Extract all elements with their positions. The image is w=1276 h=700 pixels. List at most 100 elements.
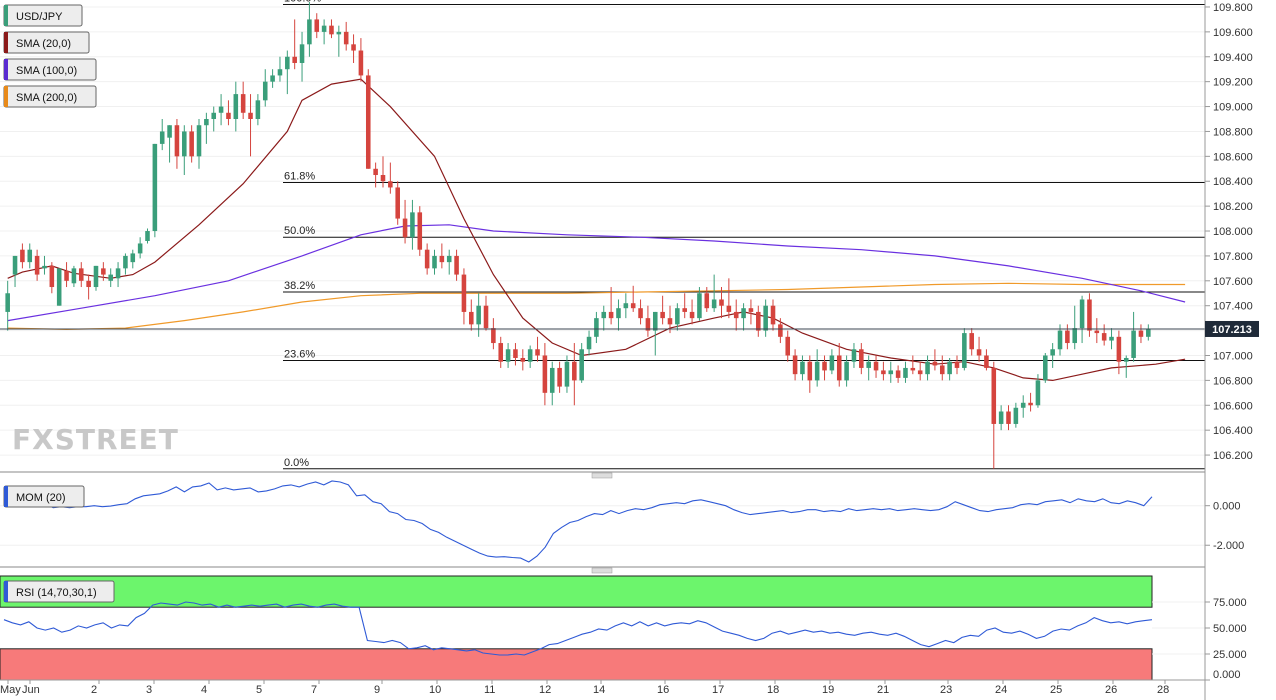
fibonacci-label: 0.0% [284, 457, 309, 469]
candle-body [822, 361, 827, 371]
candle-body [1028, 402, 1033, 406]
candle-body [601, 311, 607, 319]
price-tick-label: 107.800 [1213, 251, 1253, 263]
watermark-logo: FXSTREET [12, 423, 179, 456]
candle-body [756, 311, 761, 331]
candle-body [1123, 357, 1129, 362]
candle-body [395, 187, 400, 219]
date-tick-label: 28 [1157, 684, 1169, 696]
candle-body [564, 361, 570, 387]
price-tick-label: 108.200 [1213, 201, 1253, 213]
candle-body [417, 212, 423, 250]
candle-body [513, 349, 518, 358]
resize-handle-2[interactable] [591, 567, 613, 574]
mom-tick-label: 0.000 [1213, 501, 1241, 513]
candle-body [439, 255, 445, 263]
candle-body [380, 175, 386, 182]
candle-body [226, 112, 231, 119]
candle-body [34, 255, 40, 275]
price-tick-label: 109.000 [1213, 102, 1253, 114]
candle-body [652, 311, 658, 331]
candle-body [1079, 299, 1085, 329]
mom-indicator-tag[interactable]: MOM (20) [3, 485, 85, 508]
candle-body [800, 361, 805, 375]
rsi-tick-label: 75.000 [1213, 597, 1247, 609]
candle-body [770, 305, 776, 325]
candle-body [233, 94, 239, 119]
candle-body [101, 268, 106, 275]
date-tick-label: 23 [940, 684, 952, 696]
candle-body [255, 100, 261, 119]
candle-body [1094, 330, 1100, 334]
legend-sma200-tag[interactable]: SMA (200,0) [3, 85, 97, 108]
candle-body [888, 370, 894, 375]
mom-gridlines [0, 505, 1205, 546]
candle-body [1006, 411, 1011, 424]
price-tick-label: 106.400 [1213, 425, 1253, 437]
candle-body [1043, 355, 1048, 381]
sma100-swatch [4, 59, 8, 80]
candle-body [535, 349, 540, 356]
date-tick-label: 7 [311, 684, 317, 696]
fibonacci-label: 50.0% [284, 225, 315, 237]
candle-body [270, 75, 275, 82]
candle-body [991, 367, 997, 424]
fibonacci-label: 61.8% [284, 170, 315, 182]
price-tick-label: 109.800 [1213, 2, 1253, 14]
candle-body [204, 119, 209, 126]
legend-symbol-tag[interactable]: USD/JPY [3, 4, 83, 27]
candle-body [917, 370, 923, 375]
candle-body [667, 318, 673, 325]
sma20-swatch [4, 32, 8, 53]
candle-body [196, 125, 202, 157]
candle-body [424, 249, 430, 269]
legend-symbol: USD/JPY [16, 11, 63, 23]
legend-sma100: SMA (100,0) [16, 65, 77, 77]
price-tick-label: 107.000 [1213, 350, 1253, 362]
fibonacci-levels: 100.0% 61.8% 50.0% 38.2% 23.6% 0.0% [283, 0, 1205, 470]
candle-body [1138, 330, 1144, 337]
legend-sma100-tag[interactable]: SMA (100,0) [3, 58, 97, 81]
candle-body [594, 318, 599, 337]
candle-body [1057, 330, 1063, 350]
candle-body [925, 361, 930, 375]
candle-body [704, 293, 710, 309]
candle-body [630, 303, 636, 309]
candle-body [240, 94, 246, 113]
date-axis: May Jun 2 3 4 5 7 9 10 11 12 14 16 17 18 19 21 23 24 25 26 28 [0, 680, 1169, 696]
resize-handle-1[interactable] [591, 472, 613, 479]
candle-body [505, 349, 511, 362]
candle-body [20, 249, 25, 263]
candle-body [947, 361, 952, 375]
candle-body [145, 231, 150, 241]
candle-body [130, 253, 136, 263]
candle-body [358, 50, 364, 76]
date-tick-label: 25 [1050, 684, 1062, 696]
candle-body [549, 367, 555, 393]
candle-body [476, 305, 481, 325]
date-tick-label: 4 [201, 684, 207, 696]
candle-body [93, 265, 99, 288]
candle-body [1072, 328, 1078, 344]
mom-tick-label: -2.000 [1213, 540, 1244, 552]
date-tick-label: 21 [877, 684, 889, 696]
candle-body [660, 311, 665, 319]
candle-body [586, 336, 592, 350]
price-tick-label: 107.400 [1213, 301, 1253, 313]
candle-body [859, 349, 864, 368]
rsi-tick-label: 0.000 [1213, 669, 1241, 681]
candle-body [461, 274, 467, 312]
candle-body [211, 112, 217, 119]
candle-body [115, 268, 121, 279]
candle-body [608, 311, 614, 319]
candle-body [844, 361, 849, 381]
legend-sma20-tag[interactable]: SMA (20,0) [3, 31, 90, 54]
rsi-indicator-tag[interactable]: RSI (14,70,30,1) [3, 580, 115, 603]
date-tick-label: 14 [593, 684, 605, 696]
candle-body [365, 75, 371, 169]
candle-body [432, 255, 437, 269]
candle-body [491, 328, 496, 344]
candle-body [410, 212, 415, 238]
rsi-oversold-band [0, 648, 1153, 681]
candle-body [962, 333, 967, 368]
